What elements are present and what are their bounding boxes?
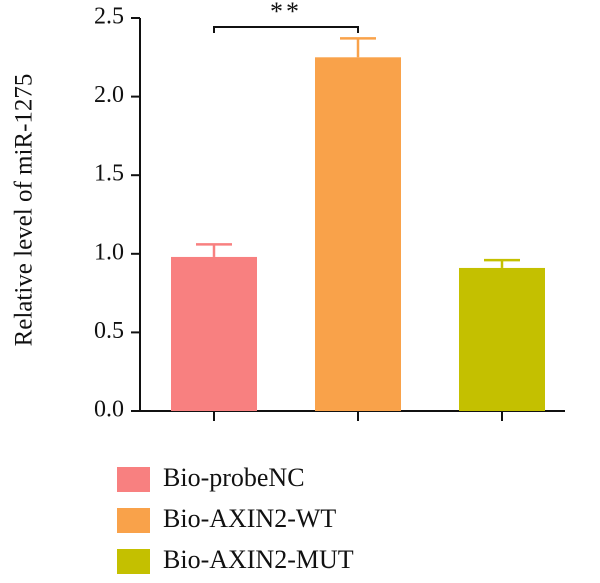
significance-bracket — [213, 26, 359, 33]
y-axis-label: Relative level of miR-1275 — [11, 74, 38, 347]
bar-bio-probenc — [171, 256, 257, 411]
legend-label: Bio-probeNC — [163, 463, 305, 492]
bar-bio-axin2-mut — [459, 267, 545, 411]
legend-swatch — [117, 508, 150, 533]
y-tick-label: 0.0 — [94, 397, 124, 423]
y-tick-label: 1.5 — [94, 161, 124, 187]
legend-label: Bio-AXIN2-MUT — [163, 545, 354, 574]
significance-label: ** — [270, 0, 302, 26]
bar-bio-axin2-wt — [315, 57, 401, 412]
legend-label: Bio-AXIN2-WT — [163, 504, 336, 533]
y-tick-label: 2.5 — [94, 4, 124, 30]
legend: Bio-probeNC Bio-AXIN2-WT Bio-AXIN2-MUT — [117, 463, 354, 574]
legend-swatch — [117, 467, 150, 492]
y-tick-label: 0.5 — [94, 318, 124, 344]
plot-area: 0.0 0.5 1.0 1.5 2.0 2.5 ** — [94, 0, 565, 423]
y-tick-label: 1.0 — [94, 239, 124, 265]
y-tick-label: 2.0 — [94, 82, 124, 108]
legend-swatch — [117, 549, 150, 574]
